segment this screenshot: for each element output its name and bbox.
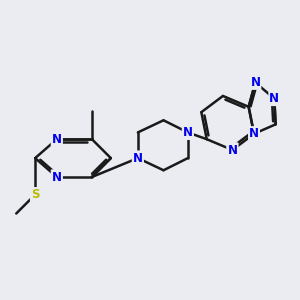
Text: N: N <box>133 152 143 165</box>
Text: N: N <box>52 133 62 146</box>
Text: N: N <box>227 143 237 157</box>
Text: N: N <box>133 152 143 165</box>
Text: N: N <box>52 133 62 146</box>
Text: N: N <box>183 126 193 139</box>
Text: N: N <box>52 170 62 184</box>
Text: N: N <box>227 143 237 157</box>
Text: N: N <box>250 76 260 89</box>
Text: N: N <box>249 127 259 140</box>
Text: N: N <box>183 126 193 139</box>
Text: N: N <box>249 127 259 140</box>
Text: N: N <box>52 170 62 184</box>
Text: N: N <box>269 92 279 105</box>
Text: S: S <box>31 188 39 201</box>
Text: S: S <box>31 188 39 201</box>
